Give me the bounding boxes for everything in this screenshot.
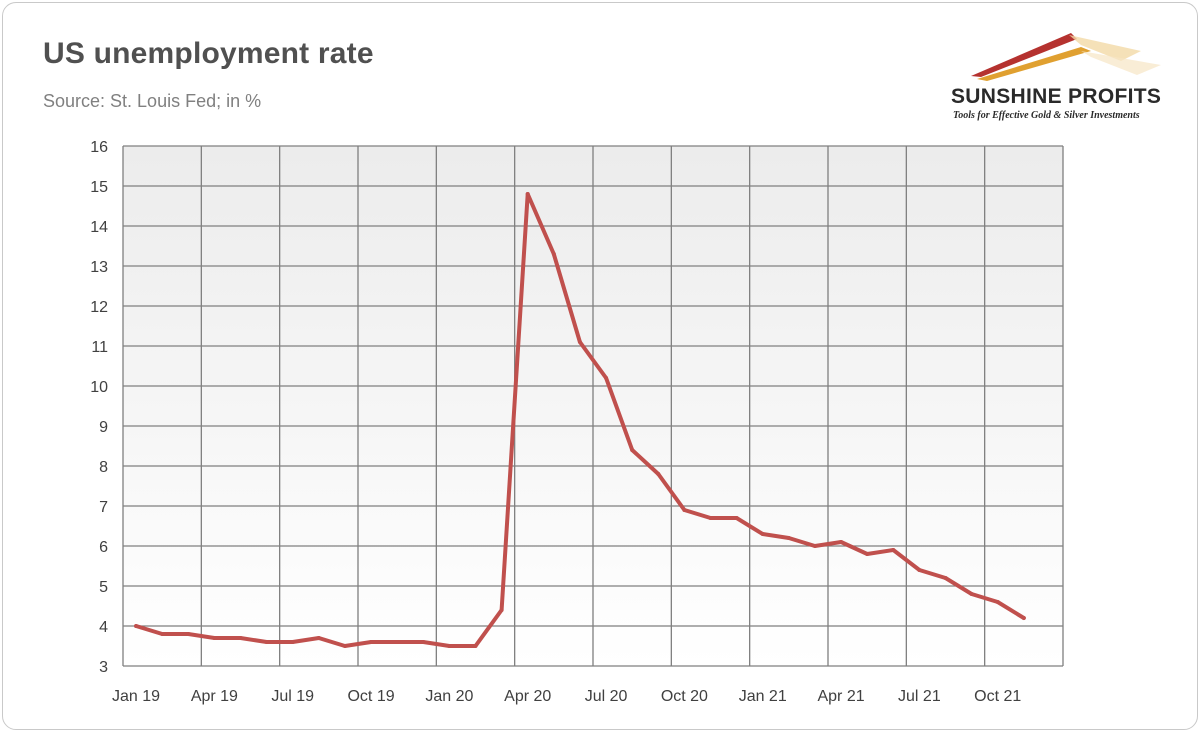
data-point <box>969 592 974 596</box>
data-point <box>786 536 791 540</box>
data-point <box>551 252 556 256</box>
sunshine-profits-logo: SUNSHINE PROFITS Tools for Effective Gol… <box>941 21 1193 131</box>
data-point <box>316 636 321 640</box>
y-tick-label: 14 <box>90 219 108 236</box>
gridlines <box>122 145 1064 667</box>
x-tick-label: Oct 20 <box>661 688 708 705</box>
y-tick-label: 9 <box>99 419 108 436</box>
y-tick-label: 5 <box>99 579 108 596</box>
y-tick-label: 8 <box>99 459 108 476</box>
data-point <box>447 644 452 648</box>
data-point <box>525 192 530 196</box>
data-point <box>708 516 713 520</box>
y-tick-label: 15 <box>90 179 108 196</box>
data-point <box>342 644 347 648</box>
logo-sunrays <box>1069 35 1141 61</box>
data-point <box>656 472 661 476</box>
data-point <box>604 376 609 380</box>
chart-subtitle: Source: St. Louis Fed; in % <box>43 91 262 111</box>
data-point <box>212 636 217 640</box>
data-point <box>186 632 191 636</box>
y-tick-label: 4 <box>99 619 108 636</box>
x-tick-label: Jul 19 <box>271 688 314 705</box>
data-point <box>238 636 243 640</box>
data-point <box>812 544 817 548</box>
x-tick-label: Apr 21 <box>817 688 864 705</box>
logo-swoosh-icon <box>971 33 1161 81</box>
logo-tagline: Tools for Effective Gold & Silver Invest… <box>953 110 1140 121</box>
y-tick-label: 12 <box>90 299 108 316</box>
data-point <box>865 552 870 556</box>
data-point <box>891 548 896 552</box>
data-point <box>473 644 478 648</box>
data-point <box>839 540 844 544</box>
data-point <box>577 340 582 344</box>
y-tick-label: 7 <box>99 499 108 516</box>
data-point <box>264 640 269 644</box>
data-point <box>134 624 139 628</box>
x-tick-label: Jul 20 <box>585 688 628 705</box>
data-point <box>917 568 922 572</box>
data-point <box>369 640 374 644</box>
y-tick-label: 16 <box>90 139 108 156</box>
chart-title: US unemployment rate <box>43 37 374 70</box>
data-point <box>160 632 165 636</box>
logo-swoosh-gold <box>977 47 1091 81</box>
logo-swoosh-red <box>971 33 1077 77</box>
x-tick-label: Jul 21 <box>898 688 941 705</box>
y-tick-label: 3 <box>99 659 108 676</box>
y-tick-label: 11 <box>91 339 108 356</box>
y-tick-label: 13 <box>90 259 108 276</box>
data-point <box>290 640 295 644</box>
data-point <box>995 600 1000 604</box>
y-tick-label: 10 <box>90 379 108 396</box>
data-point <box>630 448 635 452</box>
y-axis: 3 4 5 6 7 8 9 10 11 12 13 14 15 16 <box>90 139 108 676</box>
data-point <box>943 576 948 580</box>
data-point <box>1021 616 1026 620</box>
logo-sunrays-lower <box>1081 51 1161 75</box>
x-tick-label: Apr 19 <box>191 688 238 705</box>
y-tick-label: 6 <box>99 539 108 556</box>
x-tick-label: Jan 21 <box>739 688 787 705</box>
data-point <box>734 516 739 520</box>
x-tick-label: Jan 19 <box>112 688 160 705</box>
x-axis: Jan 19 Apr 19 Jul 19 Oct 19 Jan 20 Apr 20 Jul … <box>112 688 1021 705</box>
logo-name: SUNSHINE PROFITS <box>951 85 1162 108</box>
data-points <box>134 192 1026 648</box>
line-chart: 3 4 5 6 7 8 9 10 11 12 13 14 15 16 Jan 19 Apr 19 Jul 19… <box>90 139 1064 705</box>
data-point <box>682 508 687 512</box>
x-tick-label: Oct 19 <box>347 688 394 705</box>
data-point <box>395 640 400 644</box>
x-tick-label: Oct 21 <box>974 688 1021 705</box>
data-point <box>421 640 426 644</box>
data-point <box>499 608 504 612</box>
x-tick-label: Apr 20 <box>504 688 551 705</box>
data-point <box>760 532 765 536</box>
x-tick-label: Jan 20 <box>425 688 473 705</box>
